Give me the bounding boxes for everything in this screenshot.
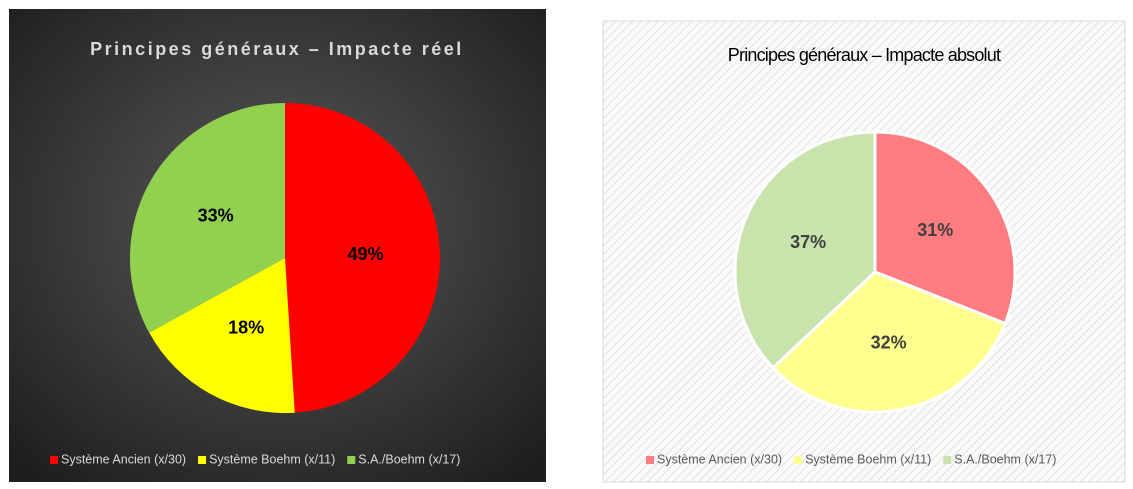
legend-swatch <box>198 456 207 464</box>
pie-slice <box>149 258 295 413</box>
legend-swatch <box>943 456 952 464</box>
data-label: 32% <box>871 332 907 352</box>
legend-swatch <box>794 456 803 464</box>
data-label: 49% <box>348 244 384 264</box>
pie-slice <box>130 103 285 333</box>
pie-slice <box>285 103 440 413</box>
chart-title: Principes généraux – Impacte absolut <box>728 45 1001 65</box>
legend-label: Système Boehm (x/11) <box>805 452 931 466</box>
legend-label: Système Boehm (x/11) <box>209 452 335 466</box>
pie-slice <box>733 130 877 370</box>
legend-label: S.A./Boehm (x/17) <box>954 452 1056 466</box>
legend-swatch <box>50 456 58 464</box>
data-label: 33% <box>198 206 234 226</box>
pie-slice <box>770 270 1008 414</box>
legend-label: Système Ancien (x/30) <box>61 452 186 466</box>
legend-swatch <box>347 456 356 464</box>
legend-label: S.A./Boehm (x/17) <box>358 452 460 466</box>
legend-label: Système Ancien (x/30) <box>657 452 782 466</box>
pie-slice <box>873 130 1017 326</box>
data-label: 37% <box>790 232 826 252</box>
legend-swatch <box>646 456 654 464</box>
chart-title: Principes généraux – Impacte réel <box>90 39 464 59</box>
data-label: 18% <box>228 317 264 337</box>
data-label: 31% <box>917 220 953 240</box>
